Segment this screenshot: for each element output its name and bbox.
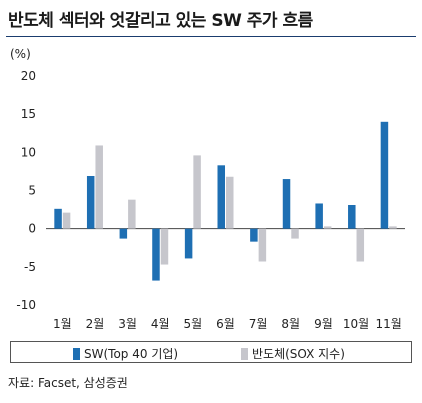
bar-sw (184, 228, 193, 259)
legend-swatch-sw (73, 347, 80, 360)
x-tick-label: 7월 (249, 317, 268, 331)
x-tick-label: 6월 (216, 317, 235, 331)
legend-swatch-sox (241, 347, 248, 360)
legend-item-sox: 반도체(SOX 지수) (241, 345, 345, 362)
y-tick-label: 5 (28, 184, 36, 198)
title-divider (6, 36, 416, 37)
bar-sw (152, 228, 160, 281)
bar-sox (95, 145, 103, 229)
bar-sw (86, 175, 95, 229)
x-tick-label: 8월 (281, 317, 300, 331)
bar-sox (258, 228, 267, 262)
x-tick-label: 1월 (53, 317, 72, 331)
bar-sw (54, 208, 62, 229)
bar-sox (193, 155, 201, 229)
bar-sox (291, 228, 299, 239)
y-tick-label: -10 (16, 298, 36, 312)
bar-sw (348, 205, 356, 229)
y-tick-label: 20 (21, 69, 36, 83)
bar-sw (315, 203, 323, 229)
bar-sw (282, 179, 291, 229)
x-axis: 1월 2월 3월 4월 5월 6월 7월 8월 9월 10월 11월 (53, 317, 402, 331)
legend-label-sw: SW(Top 40 기업) (84, 347, 179, 361)
chart-title: 반도체 섹터와 엇갈리고 있는 SW 주가 흐름 (8, 11, 313, 31)
legend-label-sox: 반도체(SOX 지수) (252, 347, 345, 361)
legend: SW(Top 40 기업) 반도체(SOX 지수) (10, 341, 412, 363)
source-note: 자료: Facset, 삼성증권 (8, 376, 128, 390)
y-tick-label: -5 (24, 260, 36, 274)
x-tick-label: 2월 (86, 317, 105, 331)
bar-sox (62, 212, 71, 229)
y-tick-label: 15 (21, 107, 36, 121)
y-axis-label: (%) (10, 47, 31, 61)
bar-sox (128, 199, 136, 229)
legend-item-sw: SW(Top 40 기업) (73, 345, 178, 362)
x-tick-label: 3월 (118, 317, 137, 331)
y-tick-label: 0 (28, 222, 36, 236)
x-tick-label: 4월 (151, 317, 170, 331)
bar-sox (160, 228, 169, 265)
bar-sox (226, 176, 234, 229)
x-tick-label: 10월 (343, 317, 369, 331)
x-tick-label: 9월 (314, 317, 333, 331)
y-tick-label: 10 (21, 145, 36, 159)
bar-sw (250, 228, 258, 242)
y-axis: 20 15 10 5 0 -5 -10 (16, 69, 405, 312)
x-tick-label: 5월 (184, 317, 203, 331)
bars-group (54, 121, 397, 281)
bar-sw (217, 165, 225, 229)
bar-sw (380, 121, 389, 229)
x-tick-label: 11월 (376, 317, 402, 331)
bar-sox (356, 228, 365, 262)
bar-sw (119, 228, 128, 239)
bar-sox (323, 226, 332, 229)
bar-sox (389, 226, 397, 229)
